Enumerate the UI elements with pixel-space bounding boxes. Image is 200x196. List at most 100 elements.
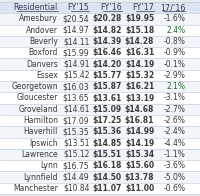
Text: Lynnfield: Lynnfield (23, 173, 58, 181)
Text: $10.84: $10.84 (63, 184, 89, 193)
Text: -3.1%: -3.1% (163, 93, 185, 103)
Text: $14.50: $14.50 (93, 173, 122, 181)
Text: -0.9%: -0.9% (163, 48, 185, 57)
Bar (0, 47, 200, 58)
Text: $16.75: $16.75 (63, 161, 89, 170)
Bar (0, 160, 200, 172)
Text: $11.00: $11.00 (125, 184, 154, 193)
Text: $15.87: $15.87 (92, 82, 122, 91)
Text: Haverhill: Haverhill (23, 127, 58, 136)
Bar (0, 115, 200, 126)
Text: $15.09: $15.09 (93, 105, 122, 114)
Text: -0.6%: -0.6% (163, 184, 185, 193)
Text: $11.07: $11.07 (92, 184, 122, 193)
Text: -0.8%: -0.8% (163, 37, 185, 46)
Bar (0, 81, 200, 92)
Text: $15.60: $15.60 (125, 161, 154, 170)
Text: $14.11: $14.11 (63, 37, 89, 46)
Bar (0, 172, 200, 183)
Text: -0.1%: -0.1% (163, 60, 185, 69)
Bar (0, 70, 200, 81)
Text: FY’15: FY’15 (68, 3, 89, 12)
Text: $15.34: $15.34 (125, 150, 154, 159)
Bar (0, 104, 200, 115)
Bar (0, 58, 200, 70)
Text: $16.46: $16.46 (93, 48, 122, 57)
Bar (0, 24, 200, 36)
Text: Amesbury: Amesbury (19, 15, 58, 23)
Text: -4.4%: -4.4% (163, 139, 185, 148)
Bar (0, 92, 200, 104)
Text: 17/’16: 17/’16 (160, 3, 185, 12)
Text: $14.61: $14.61 (63, 105, 89, 114)
Text: Lawrence: Lawrence (21, 150, 58, 159)
Text: $20.28: $20.28 (92, 15, 122, 23)
Bar (0, 2, 200, 13)
Text: $14.49: $14.49 (63, 173, 89, 181)
Text: Danvers: Danvers (26, 60, 58, 69)
Text: -2.4%: -2.4% (163, 127, 185, 136)
Text: $15.18: $15.18 (125, 26, 154, 35)
Text: $17.25: $17.25 (93, 116, 122, 125)
Text: $15.77: $15.77 (92, 71, 122, 80)
Text: $16.81: $16.81 (125, 116, 154, 125)
Text: Residential: Residential (14, 3, 58, 12)
Text: -2.7%: -2.7% (163, 105, 185, 114)
Text: $19.95: $19.95 (125, 15, 154, 23)
Text: $15.32: $15.32 (125, 71, 154, 80)
Text: $15.99: $15.99 (63, 48, 89, 57)
Text: $14.97: $14.97 (63, 26, 89, 35)
Text: $15.12: $15.12 (63, 150, 89, 159)
Text: -1.6%: -1.6% (163, 15, 185, 23)
Text: $16.03: $16.03 (63, 82, 89, 91)
Text: $14.19: $14.19 (125, 60, 154, 69)
Text: -1.1%: -1.1% (163, 150, 185, 159)
Text: $14.99: $14.99 (125, 127, 154, 136)
Text: -2.9%: -2.9% (163, 71, 185, 80)
Text: -5.0%: -5.0% (163, 173, 185, 181)
Text: Essex: Essex (36, 71, 58, 80)
Bar (0, 183, 200, 194)
Text: 2.1%: 2.1% (166, 82, 185, 91)
Bar (0, 36, 200, 47)
Text: $15.42: $15.42 (63, 71, 89, 80)
Text: $13.78: $13.78 (125, 173, 154, 181)
Bar (0, 149, 200, 160)
Text: $16.31: $16.31 (125, 48, 154, 57)
Text: $14.20: $14.20 (93, 60, 122, 69)
Text: Beverly: Beverly (29, 37, 58, 46)
Text: $15.35: $15.35 (63, 127, 89, 136)
Text: $14.68: $14.68 (125, 105, 154, 114)
Text: Gloucester: Gloucester (16, 93, 58, 103)
Text: $16.21: $16.21 (125, 82, 154, 91)
Text: $14.28: $14.28 (125, 37, 154, 46)
Text: Hamilton: Hamilton (23, 116, 58, 125)
Text: Georgetown: Georgetown (11, 82, 58, 91)
Text: 2.4%: 2.4% (166, 26, 185, 35)
Bar (0, 126, 200, 138)
Text: $13.19: $13.19 (125, 93, 154, 103)
Text: $20.54: $20.54 (63, 15, 89, 23)
Text: Andover: Andover (26, 26, 58, 35)
Text: $16.18: $16.18 (92, 161, 122, 170)
Text: $13.51: $13.51 (63, 139, 89, 148)
Text: $13.65: $13.65 (63, 93, 89, 103)
Text: $15.51: $15.51 (93, 150, 122, 159)
Bar (0, 138, 200, 149)
Text: $14.85: $14.85 (93, 139, 122, 148)
Text: $14.91: $14.91 (63, 60, 89, 69)
Text: $14.39: $14.39 (93, 37, 122, 46)
Text: FY’17: FY’17 (132, 3, 154, 12)
Text: $15.36: $15.36 (93, 127, 122, 136)
Text: Ipswich: Ipswich (29, 139, 58, 148)
Text: FY’16: FY’16 (100, 3, 122, 12)
Text: -2.6%: -2.6% (163, 116, 185, 125)
Text: Lynn: Lynn (40, 161, 58, 170)
Bar (0, 13, 200, 24)
Text: -3.6%: -3.6% (163, 161, 185, 170)
Text: Manchester: Manchester (13, 184, 58, 193)
Text: Groveland: Groveland (18, 105, 58, 114)
Text: $13.61: $13.61 (93, 93, 122, 103)
Text: $17.09: $17.09 (63, 116, 89, 125)
Text: Boxford: Boxford (28, 48, 58, 57)
